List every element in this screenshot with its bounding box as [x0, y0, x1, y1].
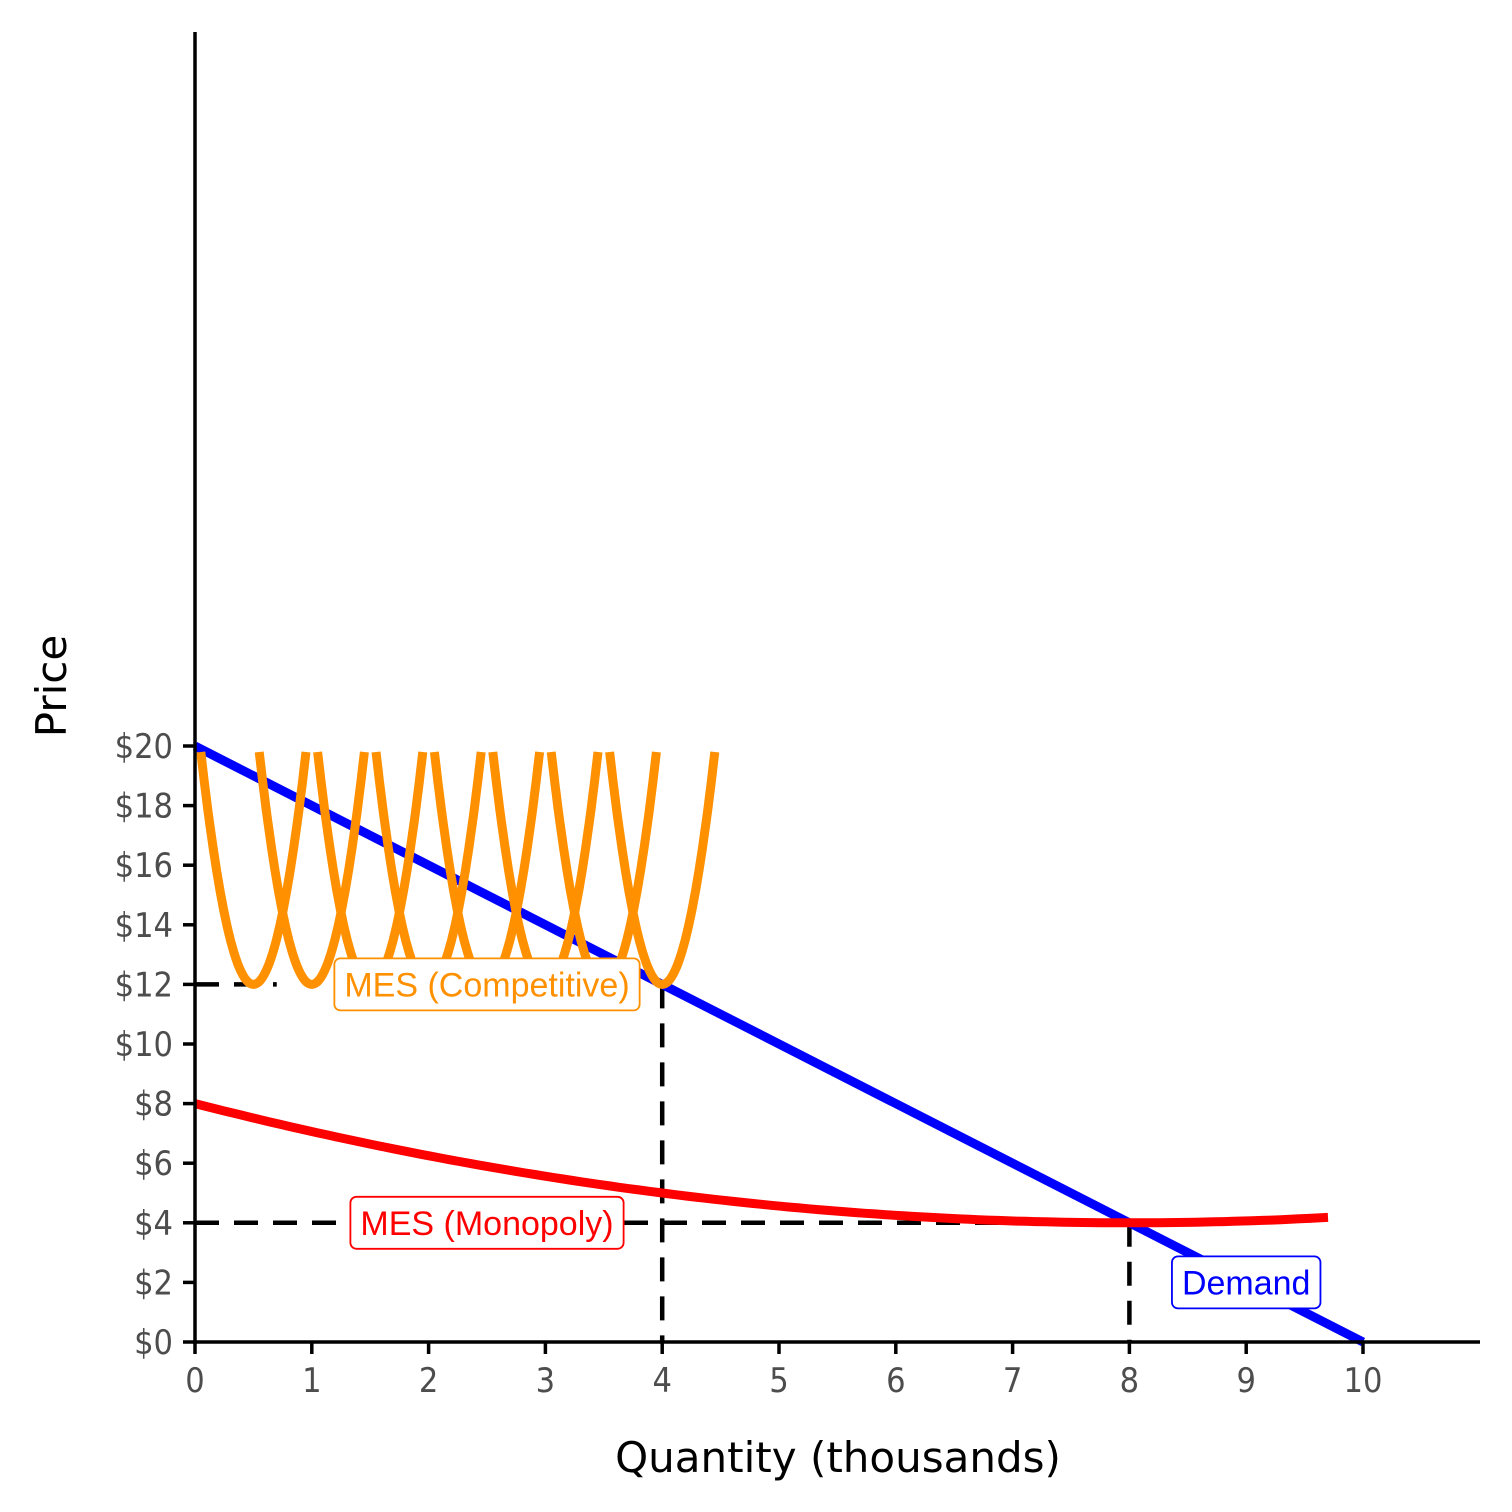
x-tick-label: 7	[1003, 1361, 1022, 1401]
competitive-cost-curve-1	[196, 751, 311, 989]
x-tick-label: 10	[1344, 1361, 1383, 1401]
annotation-box	[1171, 1255, 1322, 1310]
x-tick-label: 4	[652, 1361, 671, 1401]
y-tick-label: $20	[115, 727, 173, 767]
annotation-text: MES (Competitive)	[344, 966, 629, 1004]
y-tick-label: $4	[134, 1204, 173, 1244]
x-tick-label: 3	[536, 1361, 555, 1401]
y-tick-label: $8	[134, 1085, 173, 1125]
x-tick-label: 0	[185, 1361, 204, 1401]
y-tick-label: $12	[115, 965, 173, 1005]
competitive-cost-curve-8	[605, 751, 720, 989]
annotation-label-3: Demand	[1171, 1255, 1322, 1310]
y-tick-label: $14	[115, 906, 173, 946]
y-tick-label: $0	[134, 1323, 173, 1363]
annotation-box	[333, 957, 641, 1012]
y-tick-label: $6	[134, 1144, 173, 1184]
x-axis-title: Quantity (thousands)	[615, 1433, 1061, 1482]
x-tick-label: 6	[886, 1361, 905, 1401]
ticks: 0 1 2 3 4 5 6 7 8 9 10 $0 $2 $4 $6 $8 $10 $12 $14 $16 $18 $20	[115, 727, 1383, 1401]
y-tick-label: $16	[115, 846, 173, 886]
annotation-text: Demand	[1182, 1264, 1311, 1302]
x-tick-label: 1	[302, 1361, 321, 1401]
demand-line	[192, 741, 1366, 1347]
annotation-box	[349, 1195, 625, 1250]
monopoly-cost-curve	[193, 1099, 1329, 1228]
competitive-cost-curve-2	[254, 751, 369, 989]
annotation-label-2: MES (Monopoly)	[349, 1195, 625, 1250]
reference-lines	[195, 982, 1132, 1342]
annotation-label-1: MES (Competitive)	[333, 957, 641, 1012]
y-tick-label: $18	[115, 787, 173, 827]
y-tick-label: $10	[115, 1025, 173, 1065]
axes	[193, 32, 1480, 1344]
annotation-text: MES (Monopoly)	[360, 1205, 613, 1243]
x-tick-label: 9	[1236, 1361, 1255, 1401]
x-tick-label: 2	[419, 1361, 438, 1401]
series-layer	[192, 741, 1366, 1347]
y-axis-title: Price	[27, 635, 76, 737]
y-tick-label: $2	[134, 1263, 173, 1303]
x-tick-label: 8	[1120, 1361, 1139, 1401]
annotations: MES (Competitive) MES (Monopoly) Demand	[333, 957, 1322, 1310]
x-tick-label: 5	[769, 1361, 788, 1401]
